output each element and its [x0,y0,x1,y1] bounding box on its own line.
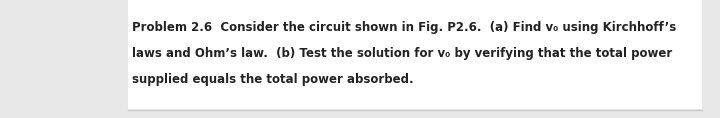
Text: Problem 2.6  Consider the circuit shown in Fig. P2.6.  (a) Find v₀ using Kirchho: Problem 2.6 Consider the circuit shown i… [132,21,676,34]
Text: laws and Ohm’s law.  (b) Test the solution for v₀ by verifying that the total po: laws and Ohm’s law. (b) Test the solutio… [132,47,672,60]
Text: supplied equals the total power absorbed.: supplied equals the total power absorbed… [132,73,413,86]
FancyBboxPatch shape [128,0,702,109]
